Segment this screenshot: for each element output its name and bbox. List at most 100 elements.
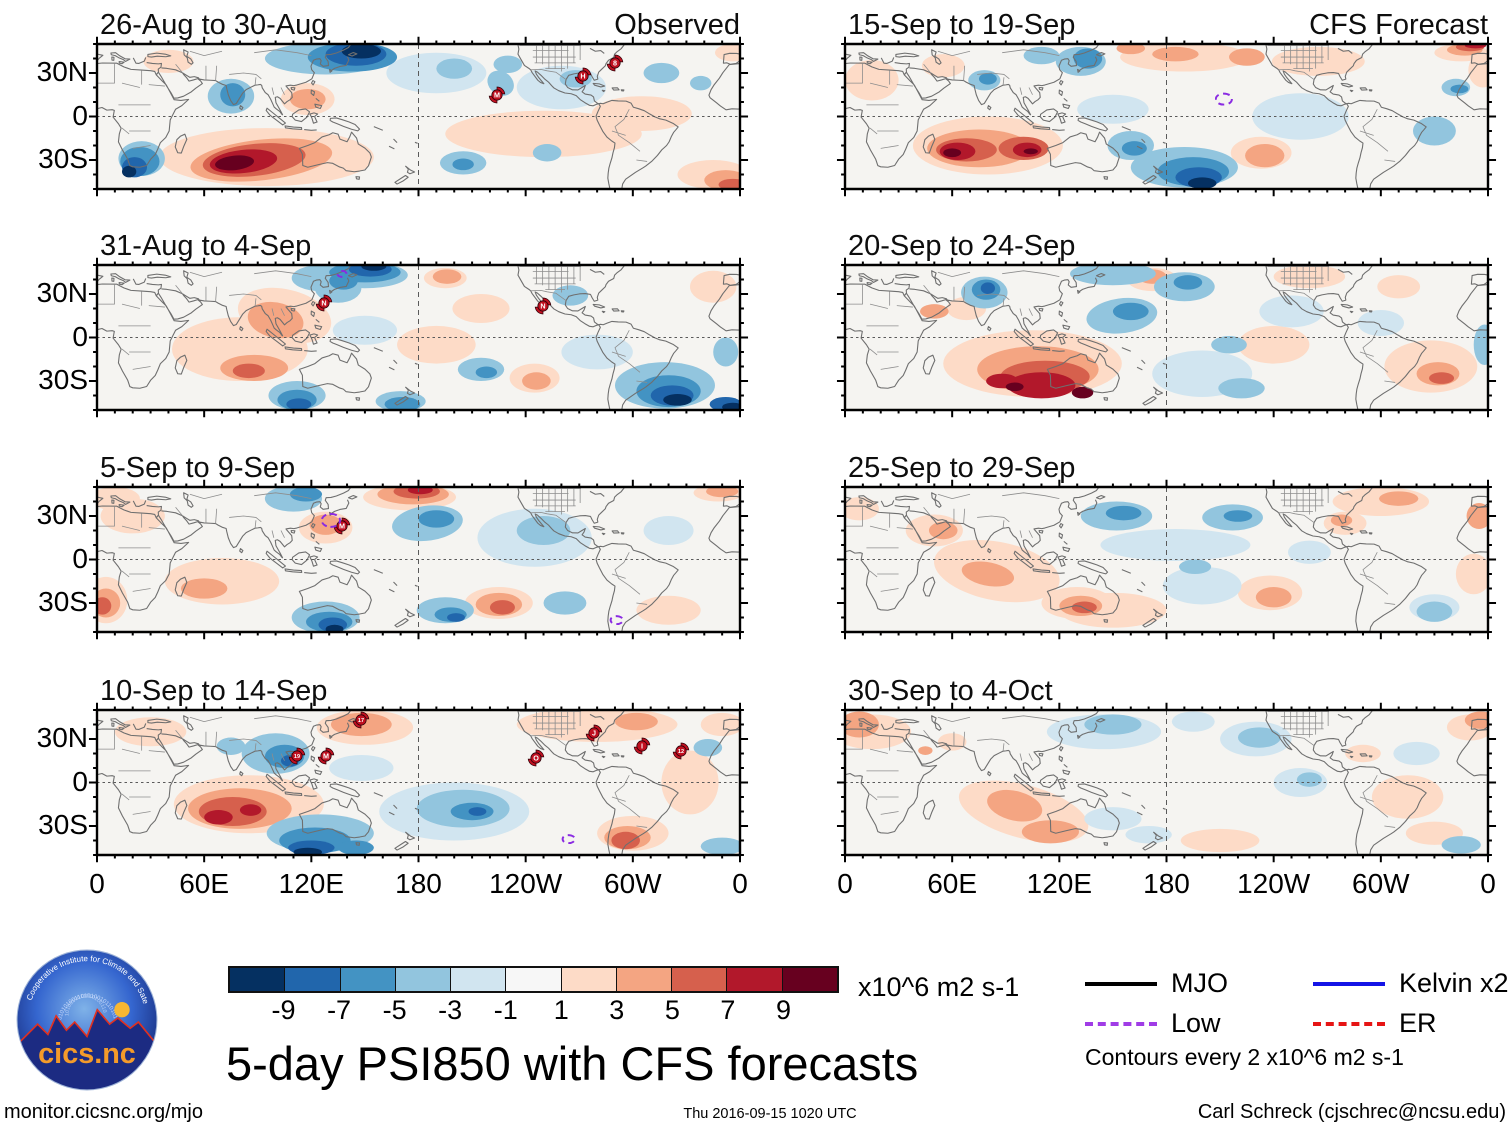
logo-ridge-line xyxy=(17,1008,157,1046)
y-tick-label: 0 xyxy=(72,320,88,352)
legend-line-sample xyxy=(1313,981,1385,986)
y-tick-label: 30S xyxy=(38,586,88,617)
column-header: Observed xyxy=(614,9,740,41)
x-tick-label: 0 xyxy=(89,868,105,899)
panel-forecast-row1: 20-Sep to 24-Sep xyxy=(845,227,1488,410)
y-tick-label: 0 xyxy=(72,99,88,131)
low-contour xyxy=(561,834,576,844)
x-tick-label: 0 xyxy=(837,868,853,899)
panel-forecast-row3: 30-Sep to 4-Oct xyxy=(845,672,1488,855)
legend-entry-mjo: MJO xyxy=(1085,968,1228,999)
colorbar-tick-label: 9 xyxy=(775,995,791,1025)
colorbar-tick-label: 3 xyxy=(609,995,625,1025)
colorbar-swatch xyxy=(561,968,617,991)
colorbar-units: x10^6 m2 s-1 xyxy=(858,972,1020,1002)
colorbar: -9 -7 -5 -3 -1 1 3 5 7 9 xyxy=(228,966,840,1036)
colorbar-swatches xyxy=(228,966,839,993)
logo-sun xyxy=(114,1002,130,1018)
legend-contour-note: Contours every 2 x10^6 m2 s-1 xyxy=(1085,1044,1404,1070)
y-tick-label: 30N xyxy=(36,499,88,530)
panel-observed-row2: 5-Sep to 9-Sep M xyxy=(97,449,740,632)
world-map xyxy=(97,265,740,410)
map-area: N N xyxy=(97,265,740,410)
cicsnc-logo: 0101010011010100101101010010 10100100110… xyxy=(13,941,159,1092)
x-tick-label: 60W xyxy=(1352,868,1410,899)
figure-title: 5-day PSI850 with CFS forecasts xyxy=(226,1037,919,1090)
x-tick-label: 60E xyxy=(927,868,978,899)
panel-period-label: 26-Aug to 30-Aug xyxy=(100,9,328,41)
y-tick-label: 30S xyxy=(38,364,88,395)
map-area: M H 8 xyxy=(97,44,740,189)
y-tick-label: 30N xyxy=(36,56,88,87)
map-area xyxy=(845,487,1488,632)
legend-entry-kelvin-x2: Kelvin x2 xyxy=(1313,968,1509,999)
coastlines xyxy=(66,487,1321,632)
y-tick-label: 30N xyxy=(36,722,88,753)
x-tick-label: 180 xyxy=(395,868,442,899)
x-tick-label: 0 xyxy=(732,868,748,899)
low-contour xyxy=(320,513,342,528)
panel-forecast-row2: 25-Sep to 29-Sep xyxy=(845,449,1488,632)
map-frame xyxy=(845,710,1488,855)
colorbar-swatch xyxy=(285,968,341,991)
map-frame xyxy=(845,44,1488,189)
world-map xyxy=(845,710,1488,855)
world-map xyxy=(97,487,740,632)
x-tick-label: 0 xyxy=(1480,868,1496,899)
anomaly-field xyxy=(172,265,740,410)
world-map xyxy=(97,44,740,189)
colorbar-tick-label: -1 xyxy=(493,995,518,1025)
logo-mountains xyxy=(17,1009,157,1090)
panel-period-label: 30-Sep to 4-Oct xyxy=(848,675,1053,707)
legend-line-sample xyxy=(1313,1021,1385,1026)
coastlines xyxy=(66,265,1321,410)
logo-name: cics.nc xyxy=(38,1038,136,1070)
x-tick-label: 60E xyxy=(179,868,230,899)
colorbar-tick-label: 7 xyxy=(720,995,736,1025)
coastlines xyxy=(814,44,1510,189)
map-area xyxy=(845,265,1488,410)
colorbar-swatch xyxy=(506,968,562,991)
map-area: M xyxy=(97,487,740,632)
panel-observed-row0: 26-Aug to 30-Aug Observed M H xyxy=(97,6,740,189)
colorbar-tick-label: 1 xyxy=(553,995,569,1025)
anomaly-field xyxy=(97,487,740,632)
y-tick-label: 0 xyxy=(72,765,88,797)
footer-timestamp: Thu 2016-09-15 1020 UTC xyxy=(683,1106,857,1122)
x-tick-label: 120W xyxy=(1237,868,1311,899)
colorbar-tick-labels: -9 -7 -5 -3 -1 1 3 5 7 9 xyxy=(228,993,839,1027)
colorbar-swatch xyxy=(451,968,507,991)
colorbar-swatch xyxy=(230,968,286,991)
coastlines xyxy=(66,44,1321,189)
panel-period-label: 25-Sep to 29-Sep xyxy=(848,452,1076,484)
y-tick-label: 30S xyxy=(38,143,88,174)
legend-line-sample xyxy=(1085,1021,1157,1026)
world-map xyxy=(845,265,1488,410)
world-map xyxy=(845,487,1488,632)
footer-url: monitor.cicsnc.org/mjo xyxy=(4,1101,203,1123)
colorbar-swatch xyxy=(616,968,673,991)
x-tick-label: 120E xyxy=(278,868,345,899)
colorbar-tick-label: 5 xyxy=(664,995,680,1025)
anomaly-field xyxy=(845,487,1488,628)
low-contour xyxy=(1214,92,1233,106)
colorbar-tick-label: -3 xyxy=(438,995,463,1025)
colorbar-swatch xyxy=(395,968,452,991)
colorbar-swatch xyxy=(340,968,396,991)
legend-line-sample xyxy=(1085,981,1157,986)
map-frame xyxy=(845,265,1488,410)
y-tick-label: 0 xyxy=(72,542,88,574)
legend-entry-low: Low xyxy=(1085,1008,1221,1039)
footer-credit: Carl Schreck (cjschrec@ncsu.edu) xyxy=(1197,1101,1506,1123)
panel-forecast-row0: 15-Sep to 19-Sep CFS Forecast xyxy=(845,6,1488,189)
colorbar-swatch xyxy=(672,968,728,991)
x-tick-label: 120W xyxy=(489,868,563,899)
colorbar-tick-label: -9 xyxy=(271,995,296,1025)
coastlines xyxy=(814,487,1510,632)
anomaly-field xyxy=(845,44,1488,189)
map-frame xyxy=(97,265,740,410)
low-contour xyxy=(609,615,625,626)
panel-period-label: 15-Sep to 19-Sep xyxy=(848,9,1076,41)
map-frame xyxy=(97,710,740,855)
